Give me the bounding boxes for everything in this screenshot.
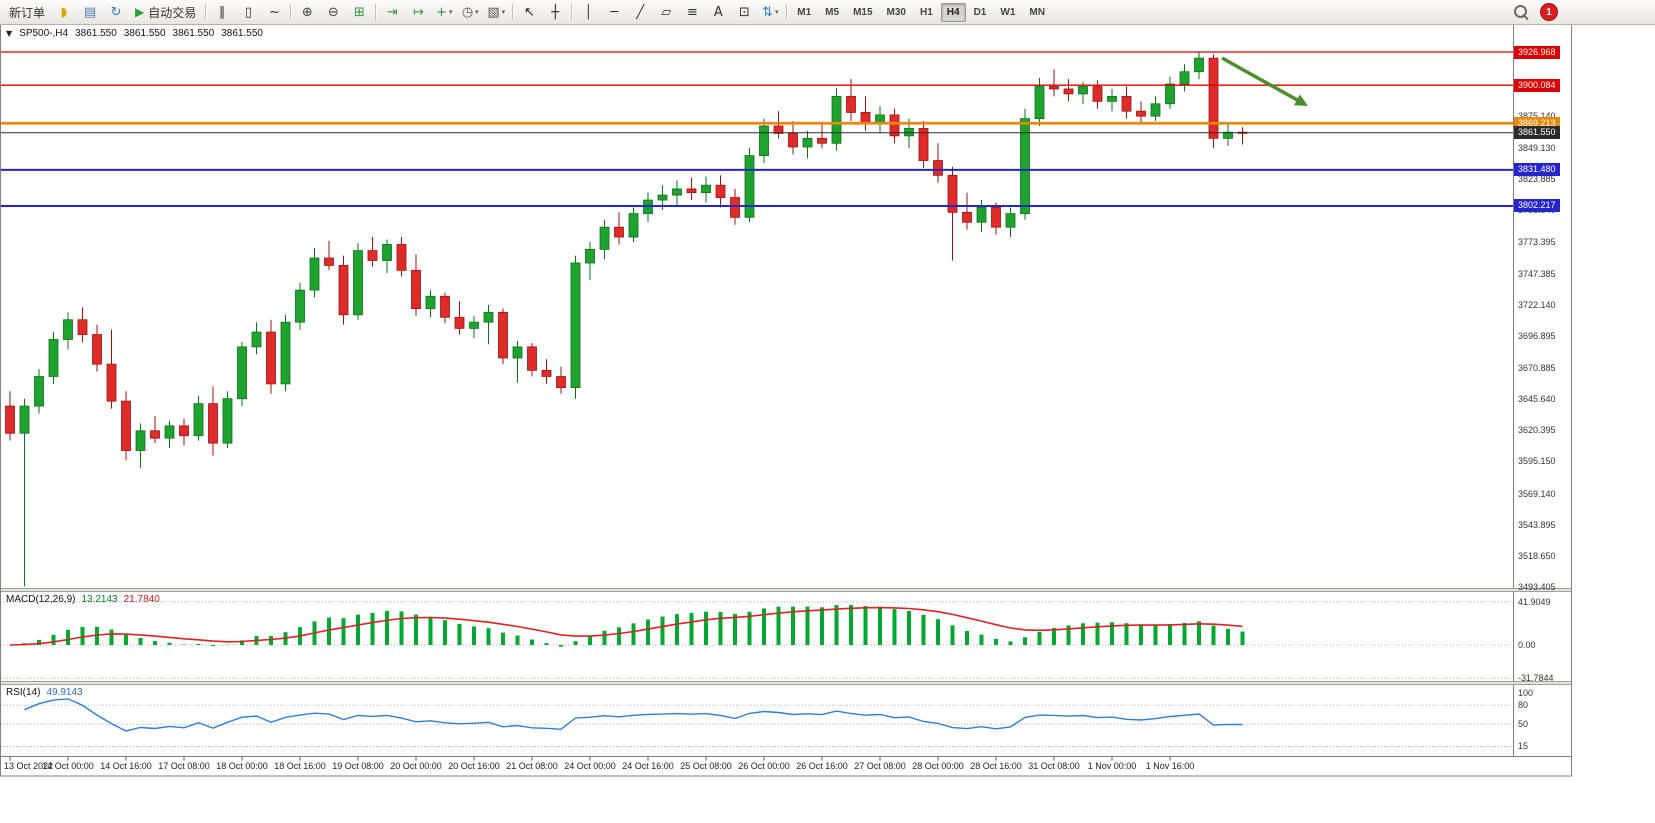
toolbar-right: 1 xyxy=(1512,3,1558,21)
vertical-line-icon[interactable]: │ xyxy=(575,1,601,23)
bar-chart-icon-glyph: ∥ xyxy=(219,4,226,20)
vertical-line-icon-glyph: │ xyxy=(584,4,593,20)
toolbar-separator xyxy=(375,4,377,20)
symbol-timeframe-label: SP500-,H4 xyxy=(19,28,69,39)
text-icon[interactable]: A xyxy=(705,1,731,23)
timeframe-h1[interactable]: H1 xyxy=(919,6,933,18)
fibonacci-icon[interactable]: ≡ xyxy=(679,1,705,23)
collapse-caret-icon[interactable]: ▼ xyxy=(6,29,13,38)
market-watch-icon[interactable]: ▤ xyxy=(77,1,103,23)
crosshair-icon[interactable]: ┼ xyxy=(542,1,568,23)
fibonacci-icon-glyph: ≡ xyxy=(686,4,698,20)
macd-indicator-label: MACD(12,26,9) 13.2143 21.7840 xyxy=(6,594,160,605)
dropdown-caret-icon: ▾ xyxy=(475,8,479,16)
toolbar-separator xyxy=(205,4,207,20)
macd-main-value: 13.2143 xyxy=(81,594,118,605)
dropdown-caret-icon: ▾ xyxy=(774,8,779,16)
zoom-in-icon[interactable]: ⊕ xyxy=(294,1,320,23)
tile-windows-icon-glyph: ⊞ xyxy=(353,4,365,20)
templates-button[interactable]: ▧ ▾ xyxy=(483,1,509,23)
timeframe-d1[interactable]: D1 xyxy=(973,6,987,18)
indicators-glyph: + xyxy=(436,4,447,20)
ohlc-high: 3861.550 xyxy=(123,28,166,39)
chart-shift-icon-glyph: ↦ xyxy=(412,4,424,20)
autotrade-glyph: ▶ xyxy=(135,5,145,19)
ohlc-open: 3861.550 xyxy=(75,28,117,39)
alerts-icon[interactable]: ◗ xyxy=(51,1,77,23)
rsi-indicator-label: RSI(14) 49.9143 xyxy=(6,687,83,698)
trendline-icon[interactable]: ╱ xyxy=(627,1,653,23)
toolbar-button-label: 自动交易 xyxy=(148,5,197,20)
notification-badge[interactable]: 1 xyxy=(1540,3,1558,21)
chart-shift-icon[interactable]: ↦ xyxy=(405,1,431,23)
indicators-button[interactable]: + ▾ xyxy=(431,1,457,23)
refresh-icon[interactable]: ↻ xyxy=(103,1,129,23)
toolbar-separator xyxy=(786,4,788,20)
candle-chart-icon-glyph: ▯ xyxy=(244,4,252,20)
timeframe-m1[interactable]: M1 xyxy=(797,6,812,18)
cursor-icon-glyph: ↖ xyxy=(523,4,535,20)
line-chart-icon-glyph: ~ xyxy=(268,4,280,20)
toolbar-separator xyxy=(512,4,514,20)
toolbar-separator xyxy=(571,4,573,20)
zoom-out-icon[interactable]: ⊖ xyxy=(320,1,346,23)
text-label-icon-glyph: ⊡ xyxy=(738,4,750,20)
toolbar-button-label: 新订单 xyxy=(9,5,46,20)
rsi-value: 49.9143 xyxy=(46,687,83,698)
bar-chart-icon[interactable]: ∥ xyxy=(209,1,235,23)
timeframe-m5[interactable]: M5 xyxy=(825,6,840,18)
toolbar-separator xyxy=(290,4,292,20)
timeframe-m30[interactable]: M30 xyxy=(886,6,906,18)
crosshair-icon-glyph: ┼ xyxy=(551,4,560,20)
arrows-button[interactable]: ⇅ ▾ xyxy=(757,1,783,23)
zoom-out-icon-glyph: ⊖ xyxy=(327,4,339,20)
new-order-button[interactable]: 新订单 xyxy=(3,1,51,23)
text-icon-glyph: A xyxy=(713,4,723,20)
refresh-icon-glyph: ↻ xyxy=(110,4,122,20)
auto-scroll-icon-glyph: ⇥ xyxy=(386,4,398,20)
autotrade-button[interactable]: ▶ 自动交易 xyxy=(129,1,202,23)
candle-chart-icon[interactable]: ▯ xyxy=(235,1,261,23)
periods-button[interactable]: ◷ ▾ xyxy=(457,1,483,23)
search-lens xyxy=(1514,5,1527,18)
trendline-icon-glyph: ╱ xyxy=(636,4,645,20)
timeframe-h4[interactable]: H4 xyxy=(940,2,966,22)
templates-glyph: ▧ xyxy=(487,4,500,20)
channel-icon-glyph: ▱ xyxy=(661,4,672,20)
timeframe-mn[interactable]: MN xyxy=(1029,6,1045,18)
cursor-icon[interactable]: ↖ xyxy=(516,1,542,23)
line-chart-icon[interactable]: ~ xyxy=(261,1,287,23)
periods-glyph: ◷ xyxy=(461,4,474,20)
arrows-glyph: ⇅ xyxy=(762,4,773,20)
ohlc-low: 3861.550 xyxy=(172,28,215,39)
toolbar: 新订单 ◗ ▤ ↻ ▶ 自动交易 ∥ ▯ ~ ⊕ ⊖ ⊞ ⇥ ↦ + ▾ ◷ ▾ ▧ ▾ ↖ ┼ │ ─ ╱ ▱ ≡ A ⊡ ⇅ ▾ M1 M5… xyxy=(0,0,1655,25)
timeframe-w1[interactable]: W1 xyxy=(1000,6,1016,18)
ohlc-close: 3861.550 xyxy=(221,28,263,39)
auto-scroll-icon[interactable]: ⇥ xyxy=(379,1,405,23)
zoom-in-icon-glyph: ⊕ xyxy=(301,4,313,20)
timeframe-m15[interactable]: M15 xyxy=(853,6,873,18)
text-label-icon[interactable]: ⊡ xyxy=(731,1,757,23)
channel-icon[interactable]: ▱ xyxy=(653,1,679,23)
macd-name: MACD(12,26,9) xyxy=(6,594,76,605)
toolbar-items: 新订单 ◗ ▤ ↻ ▶ 自动交易 ∥ ▯ ~ ⊕ ⊖ ⊞ ⇥ ↦ + ▾ ◷ ▾ ▧ ▾ ↖ ┼ │ ─ ╱ ▱ ≡ A ⊡ ⇅ ▾ M1 M5… xyxy=(0,0,1052,24)
search-icon[interactable] xyxy=(1512,3,1530,21)
macd-signal-value: 21.7840 xyxy=(123,594,160,605)
rsi-name: RSI(14) xyxy=(6,687,41,698)
horizontal-line-icon-glyph: ─ xyxy=(610,4,619,20)
tile-windows-icon[interactable]: ⊞ xyxy=(346,1,372,23)
dropdown-caret-icon: ▾ xyxy=(501,8,506,16)
search-handle xyxy=(1522,13,1529,21)
alerts-icon-glyph: ◗ xyxy=(60,4,68,20)
dropdown-caret-icon: ▾ xyxy=(448,8,453,16)
chart-ohlc-header: ▼ SP500-,H4 3861.550 3861.550 3861.550 3… xyxy=(6,28,263,39)
horizontal-line-icon[interactable]: ─ xyxy=(601,1,627,23)
market-watch-icon-glyph: ▤ xyxy=(83,4,97,20)
